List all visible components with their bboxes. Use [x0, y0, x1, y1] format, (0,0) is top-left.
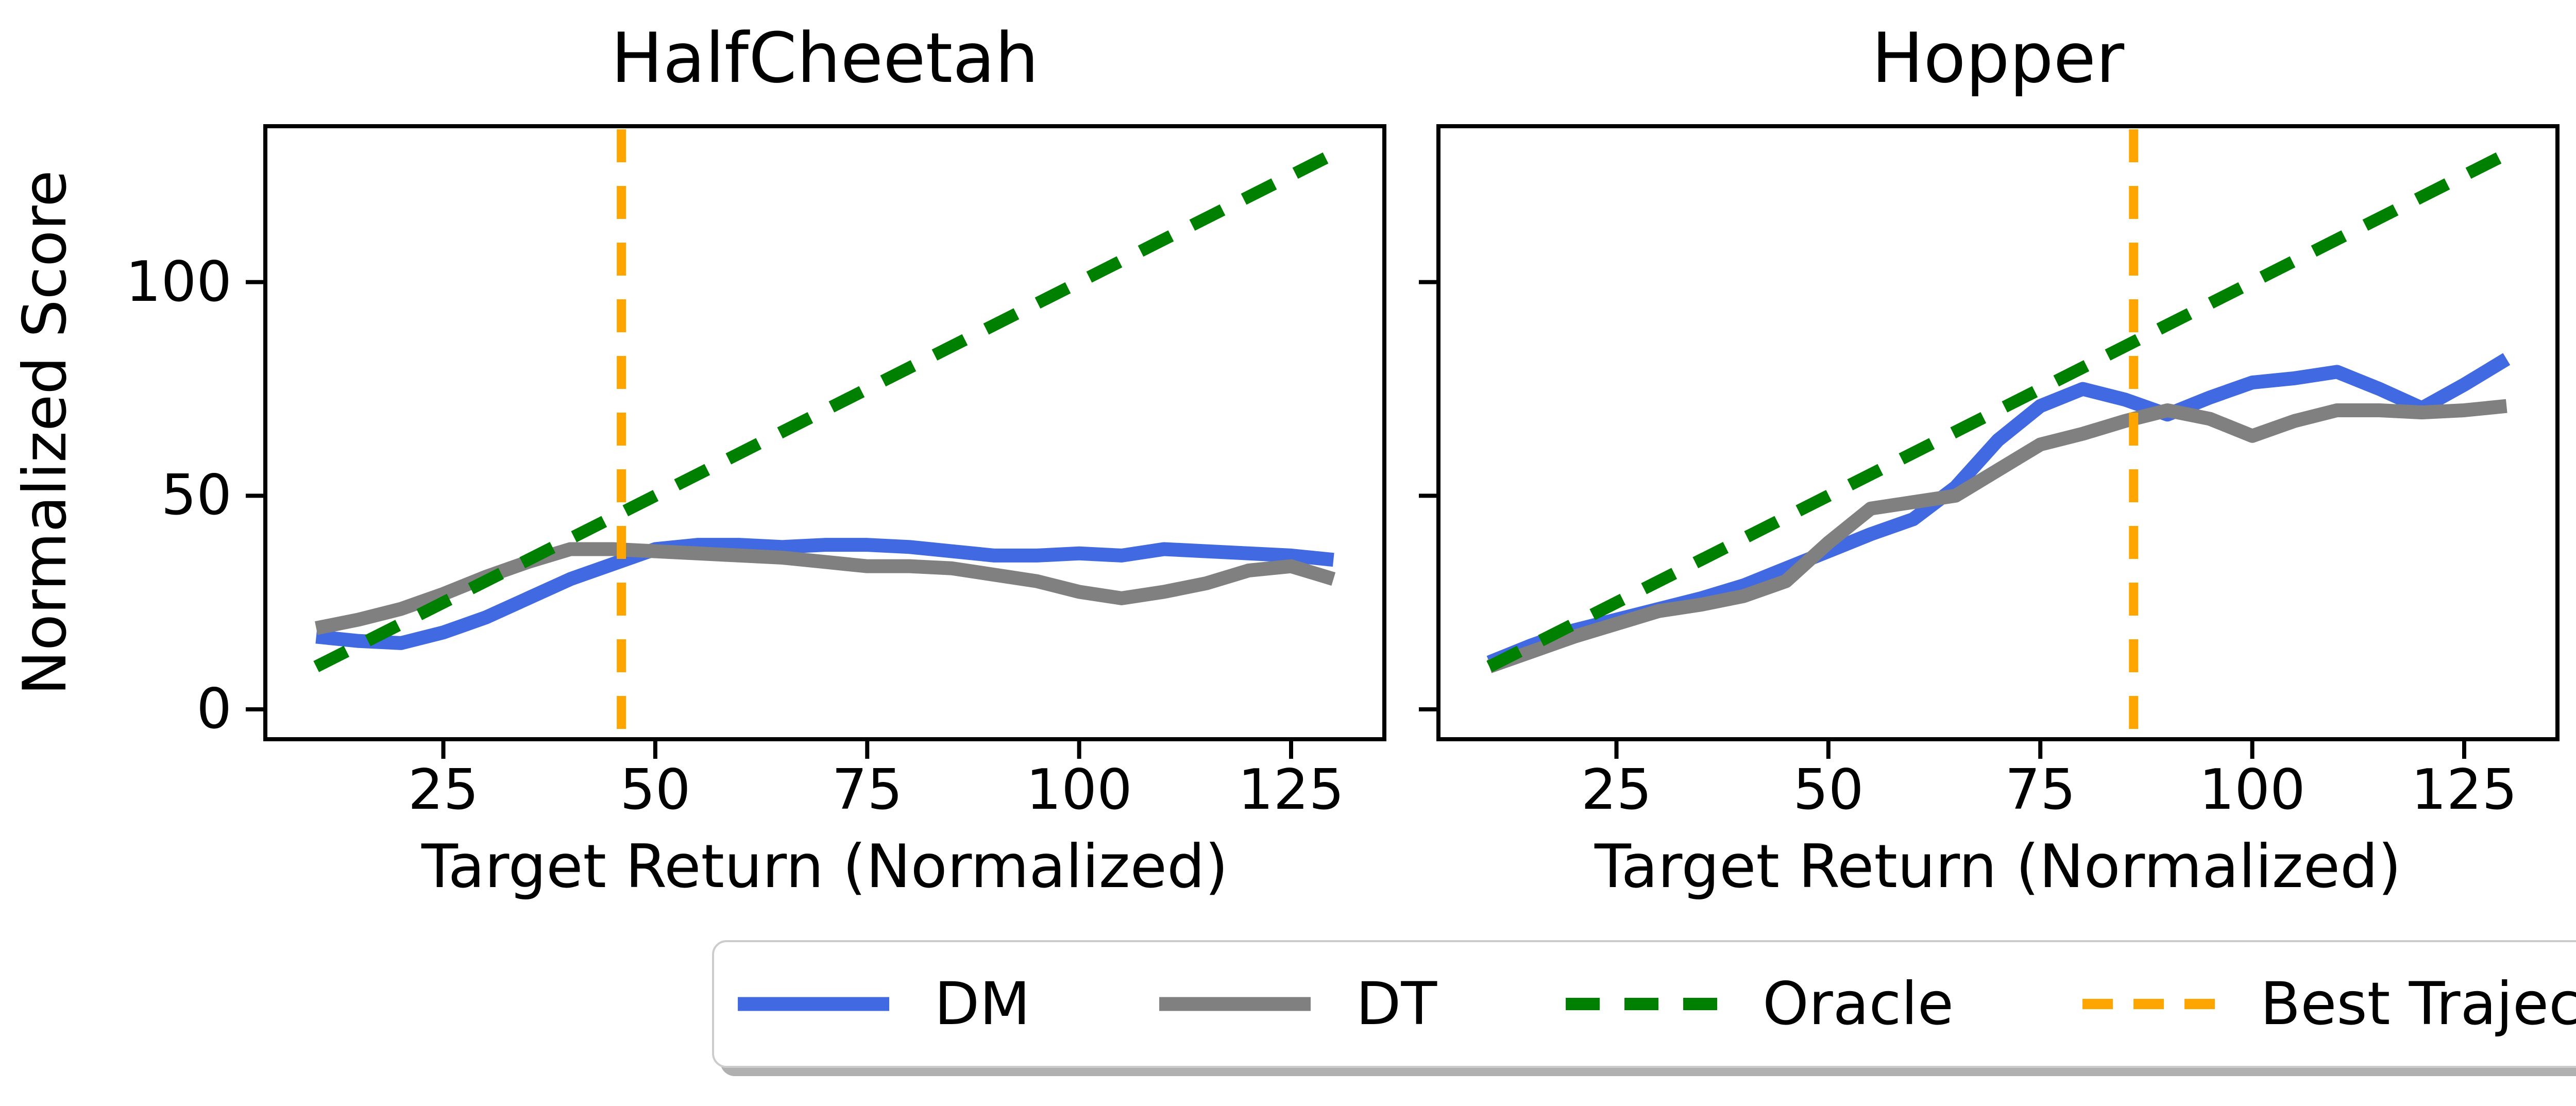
subplot-title-halfcheetah: HalfCheetah: [611, 18, 1039, 98]
legend-item-oracle: Oracle: [1566, 973, 1954, 1035]
legend-item-best-trajectory: Best Trajectory in Dataset: [2082, 973, 2576, 1035]
y-tick-label: 0: [196, 676, 232, 741]
x-axis-label-halfcheetah: Target Return (Normalized): [421, 832, 1228, 901]
legend: DM DT Oracle Best Trajectory in Dataset: [711, 940, 2576, 1068]
y-axis-label: Normalized Score: [10, 170, 80, 695]
y-tick-label: 50: [161, 463, 232, 528]
x-tick-label: 125: [1238, 758, 1345, 822]
x-tick-label: 50: [1793, 758, 1864, 822]
x-axis-label-hopper: Target Return (Normalized): [1595, 832, 2401, 901]
plot-halfcheetah: [246, 124, 1386, 759]
legend-label-best-trajectory: Best Trajectory in Dataset: [2260, 969, 2576, 1038]
oracle-dashed-line-sample-icon: [1566, 998, 1718, 1010]
x-tick-label: 125: [2411, 758, 2518, 822]
dm-line-sample-icon: [737, 997, 889, 1011]
legend-label-dm: DM: [934, 969, 1030, 1038]
x-tick-label: 50: [620, 758, 691, 822]
subplot-title-hopper: Hopper: [1871, 18, 2125, 98]
plot-hopper: [1419, 124, 2560, 759]
x-tick-label: 75: [2005, 758, 2076, 822]
y-tick-label: 100: [125, 249, 232, 314]
legend-item-dm: DM: [737, 969, 1030, 1038]
x-tick-label: 25: [1581, 758, 1652, 822]
legend-label-oracle: Oracle: [1762, 969, 1954, 1038]
x-tick-label: 100: [2199, 758, 2306, 822]
dt-line-sample-icon: [1159, 997, 1311, 1011]
best-trajectory-dashed-line-sample-icon: [2082, 999, 2215, 1009]
x-tick-label: 100: [1026, 758, 1132, 822]
plot-walker2d: [2570, 85, 2576, 780]
x-tick-label: 75: [832, 758, 903, 822]
legend-item-dt: DT: [1159, 973, 1437, 1035]
legend-label-dt: DT: [1355, 969, 1437, 1038]
x-tick-label: 25: [408, 758, 479, 822]
